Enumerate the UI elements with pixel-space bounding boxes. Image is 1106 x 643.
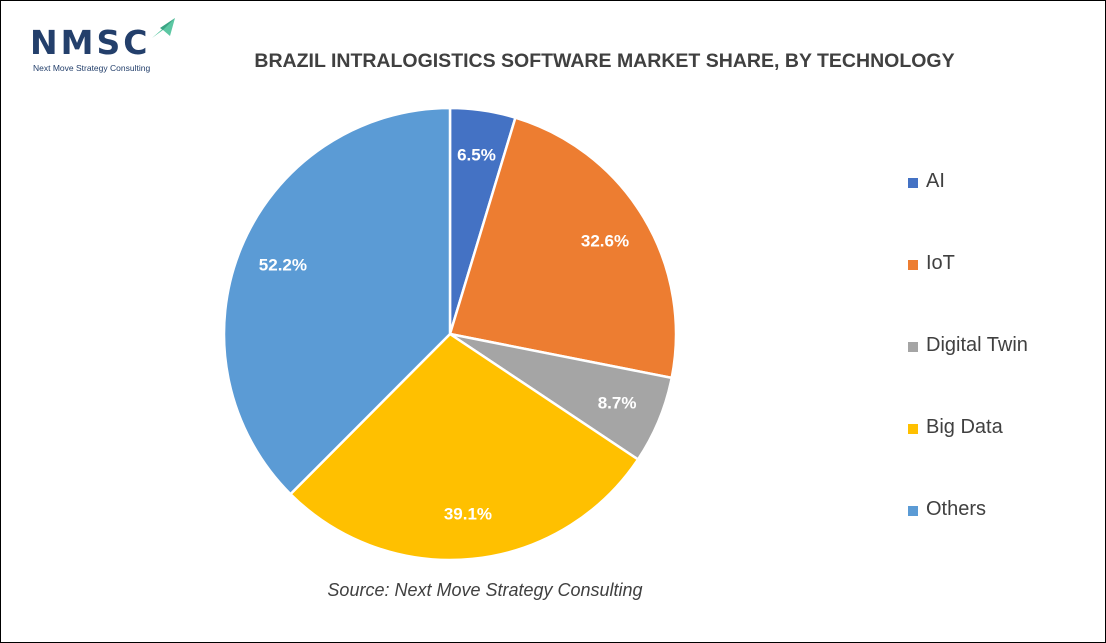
chart-title: BRAZIL INTRALOGISTICS SOFTWARE MARKET SH…: [254, 50, 955, 72]
legend-label: Others: [926, 498, 987, 520]
legend-label: IoT: [926, 252, 955, 274]
legend-label: AI: [926, 170, 945, 192]
data-label-ai: 6.5%: [457, 146, 496, 165]
legend-label: Big Data: [926, 416, 1003, 438]
logo-tagline: Next Move Strategy Consulting: [33, 63, 151, 73]
legend-swatch: [908, 506, 918, 516]
legend-swatch: [908, 260, 918, 270]
data-label-iot: 32.6%: [581, 231, 629, 250]
pie-slice-big-data: [288, 332, 640, 562]
nmsc-logo: NMSC Next Move Strategy Consulting: [30, 16, 190, 76]
legend-swatch: [908, 424, 918, 434]
logo-arrow-icon: [152, 18, 175, 38]
pie-slice-others: [222, 106, 452, 496]
legend-swatch: [908, 342, 918, 352]
data-label-big-data: 39.1%: [444, 504, 492, 523]
data-label-others: 52.2%: [259, 255, 307, 274]
source-note: Source: Next Move Strategy Consulting: [327, 580, 643, 600]
logo-letters: NMSC: [30, 23, 151, 62]
data-label-digital-twin: 8.7%: [598, 394, 637, 413]
legend-swatch: [908, 178, 918, 188]
legend-label: Digital Twin: [926, 334, 1028, 356]
pie-slice-iot: [448, 116, 678, 380]
